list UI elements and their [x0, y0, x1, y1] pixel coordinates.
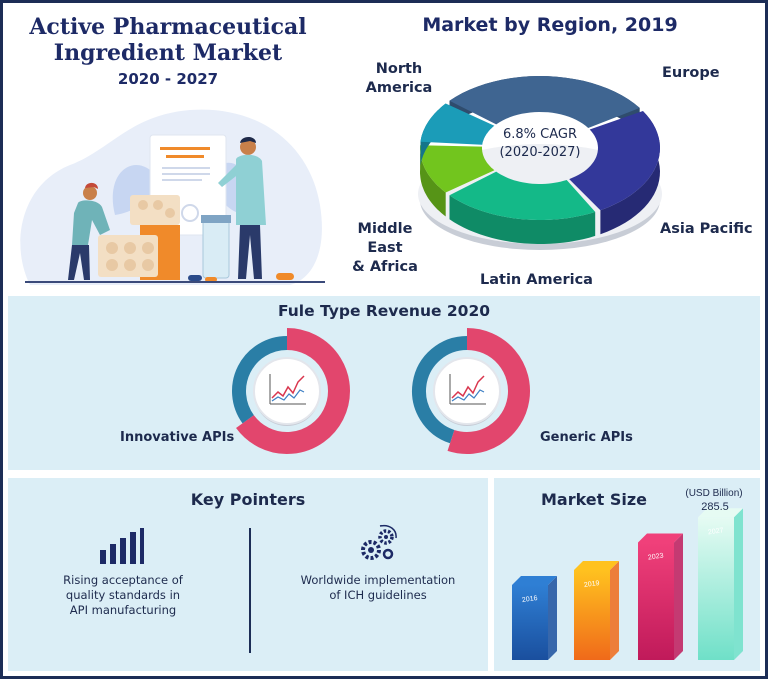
donut-slice-teal-innovative-apis: [232, 336, 288, 424]
page-title-line-2: Ingredient Market: [53, 40, 283, 66]
donut-generic-apis: [412, 328, 530, 454]
region-label-north-america-line2: America: [365, 80, 433, 96]
donut-center: [253, 357, 321, 425]
cagr-period: (2020-2027): [499, 145, 581, 160]
market-size-year-label-2027: 2027: [708, 527, 725, 536]
market-size-peak-value: 285.5: [701, 501, 729, 513]
market-size-title: Market Size: [540, 490, 648, 509]
forecast-years: 2020 - 2027: [117, 70, 219, 88]
title-block: Active Pharmaceutical Ingredient Market …: [8, 14, 328, 88]
market-size-bar-top-2019: [574, 561, 619, 570]
pointer-quality-line2: quality standards in: [65, 588, 181, 602]
donut-label-generic-apis: Generic APIs: [540, 430, 633, 445]
lab-workers-illustration: [20, 109, 325, 285]
region-label-north-america: North America: [364, 60, 434, 98]
market-size-chart: 2016 2019 2023 2027: [512, 508, 743, 660]
donut-slice-pink-generic-apis: [447, 328, 530, 454]
market-size-bar-2016: [512, 585, 548, 660]
donut-label-innovative-apis: Innovative APIs: [120, 430, 235, 445]
cagr-annotation: 6.8% CAGR (2020-2027): [484, 126, 596, 162]
donut-slice-teal-generic-apis: [412, 336, 468, 444]
page-title-line-1: Active Pharmaceutical: [29, 14, 307, 40]
region-slice-north-america: [449, 76, 640, 128]
pointer-quality-line1: Rising acceptance of: [63, 573, 183, 587]
region-label-latin-america: Latin America: [480, 272, 593, 288]
market-size-bar-top-2027: [698, 508, 743, 518]
fuel-type-panel: Fule Type Revenue 2020 Innovative APIs G…: [8, 296, 760, 470]
region-slice-europe: [569, 111, 660, 211]
key-pointers-panel: Key Pointers Rising acceptance of qualit…: [8, 478, 488, 671]
market-size-year-label-2016: 2016: [522, 595, 539, 604]
region-label-mea-line1: Middle East: [357, 221, 413, 256]
market-size-bar-top-2023: [638, 533, 683, 543]
pointer-quality-standards: Rising acceptance of quality standards i…: [48, 573, 198, 618]
donut-slice-pink-innovative-apis: [236, 328, 350, 454]
donut-center: [433, 357, 501, 425]
donut-innovative-apis: [232, 328, 350, 454]
cagr-value: 6.8% CAGR: [502, 127, 577, 142]
key-pointers-title: Key Pointers: [190, 490, 306, 509]
pointer-ich-guidelines: Worldwide implementation of ICH guidelin…: [288, 573, 468, 603]
bar-chart-icon: [100, 528, 144, 564]
mini-chart-line-blue: [451, 389, 485, 402]
market-size-year-label-2019: 2019: [584, 580, 601, 589]
market-size-bar-side-2019: [610, 561, 619, 660]
region-label-north-america-line1: North: [375, 61, 423, 77]
region-slice-latin-america: [420, 145, 495, 193]
region-slice-side-europe: [600, 111, 660, 235]
market-size-bar-side-2027: [734, 508, 743, 660]
region-label-mea-line2: & Africa: [352, 259, 418, 275]
market-size-bar-side-2016: [548, 576, 557, 660]
market-size-bar-2019: [574, 570, 610, 660]
region-slice-side-asia-pacific: [449, 195, 596, 244]
region-slice-side-latin-america: [420, 145, 446, 217]
region-label-asia-pacific: Asia Pacific: [660, 221, 753, 237]
pointer-quality-line3: API manufacturing: [69, 603, 177, 617]
region-label-europe: Europe: [662, 65, 720, 81]
market-size-bar-top-2016: [512, 576, 557, 585]
pointer-ich-line2: of ICH guidelines: [329, 588, 427, 602]
pointer-ich-line1: Worldwide implementation: [300, 573, 456, 587]
region-slices: [420, 76, 660, 244]
region-label-mea: Middle East & Africa: [340, 220, 430, 277]
pointers-divider: [249, 528, 251, 653]
market-size-panel: 2016 2019 2023 2027 Market Size (USD Billio…: [494, 478, 760, 671]
gears-icon: [361, 524, 397, 560]
market-size-bar-2027: [698, 517, 734, 660]
region-slice-middle-east-africa: [420, 103, 495, 145]
region-slice-asia-pacific: [449, 171, 596, 220]
region-chart-title: Market by Region, 2019: [422, 14, 678, 36]
market-size-year-label-2023: 2023: [648, 552, 665, 561]
mini-chart-line-red: [451, 375, 485, 399]
market-size-bar-side-2023: [674, 533, 683, 660]
mini-chart-line-red: [271, 375, 305, 399]
fuel-type-title: Fule Type Revenue 2020: [277, 302, 491, 320]
region-ring-chart: [418, 76, 662, 250]
mini-chart-line-blue: [271, 389, 305, 402]
market-size-unit: (USD Billion): [685, 488, 743, 499]
market-size-bar-2023: [638, 542, 674, 660]
